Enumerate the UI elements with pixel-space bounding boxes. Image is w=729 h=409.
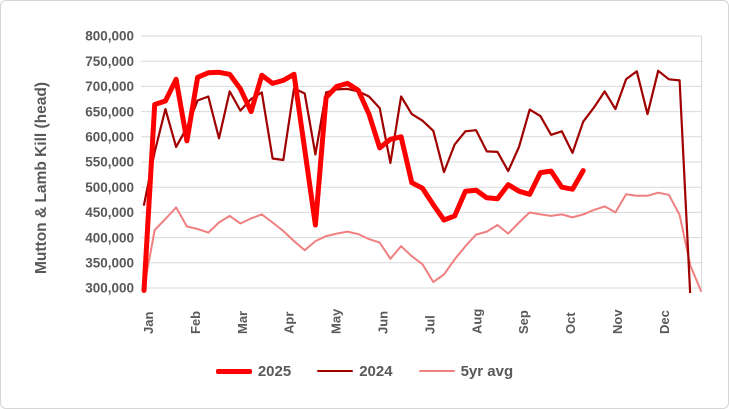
month-label: Aug xyxy=(469,309,484,334)
y-tick-label: 750,000 xyxy=(85,54,134,69)
legend-line-sample xyxy=(317,369,354,373)
month-labels-group: Jan Feb Mar Apr May Jun Jul Aug Sep Oct Nov Dec xyxy=(141,308,672,334)
legend-label: 5yr avg xyxy=(460,362,514,380)
month-label: Jul xyxy=(422,315,437,334)
legend-label: 2025 xyxy=(257,362,292,380)
legend-label: 2024 xyxy=(359,362,393,380)
gridlines-group xyxy=(141,35,701,289)
month-label: May xyxy=(329,308,344,334)
month-label: Mar xyxy=(235,311,250,334)
y-tick-label: 550,000 xyxy=(85,155,134,170)
month-label: Nov xyxy=(610,309,625,334)
legend: 2025 2024 5yr avg xyxy=(1,353,728,389)
y-tick-label: 600,000 xyxy=(85,130,134,145)
month-label: Oct xyxy=(563,312,578,334)
series-line-2025 xyxy=(141,69,586,293)
series-group xyxy=(141,69,703,293)
month-label: Sep xyxy=(516,310,531,334)
month-label: Jun xyxy=(376,311,391,334)
y-tick-labels-group: 800,000 750,000 700,000 650,000 600,000 550,0… xyxy=(85,29,134,296)
y-tick-label: 650,000 xyxy=(85,104,134,119)
legend-line-sample xyxy=(215,368,252,374)
series-line-2024 xyxy=(142,69,692,293)
y-axis-title: Mutton & Lamb Kill (head) xyxy=(33,82,50,274)
y-tick-label: 450,000 xyxy=(85,205,134,220)
month-label: Apr xyxy=(282,312,297,334)
y-tick-label: 400,000 xyxy=(85,230,134,245)
y-tick-label: 700,000 xyxy=(85,79,134,94)
month-label: Jan xyxy=(141,312,156,334)
legend-line-sample xyxy=(418,370,455,372)
series-line-5yr-avg xyxy=(143,191,703,292)
y-tick-label: 350,000 xyxy=(85,256,134,271)
y-tick-label: 300,000 xyxy=(85,281,134,296)
month-label: Feb xyxy=(188,311,203,334)
y-tick-label: 800,000 xyxy=(85,29,134,44)
y-tick-label: 500,000 xyxy=(85,180,134,195)
chart-svg: 800,000 750,000 700,000 650,000 600,000 550,0… xyxy=(33,29,703,334)
legend-item-5yr-avg[interactable]: 5yr avg xyxy=(418,362,514,380)
month-label: Dec xyxy=(657,310,672,334)
legend-item-2025[interactable]: 2025 xyxy=(215,362,292,380)
legend-item-2024[interactable]: 2024 xyxy=(317,362,393,380)
